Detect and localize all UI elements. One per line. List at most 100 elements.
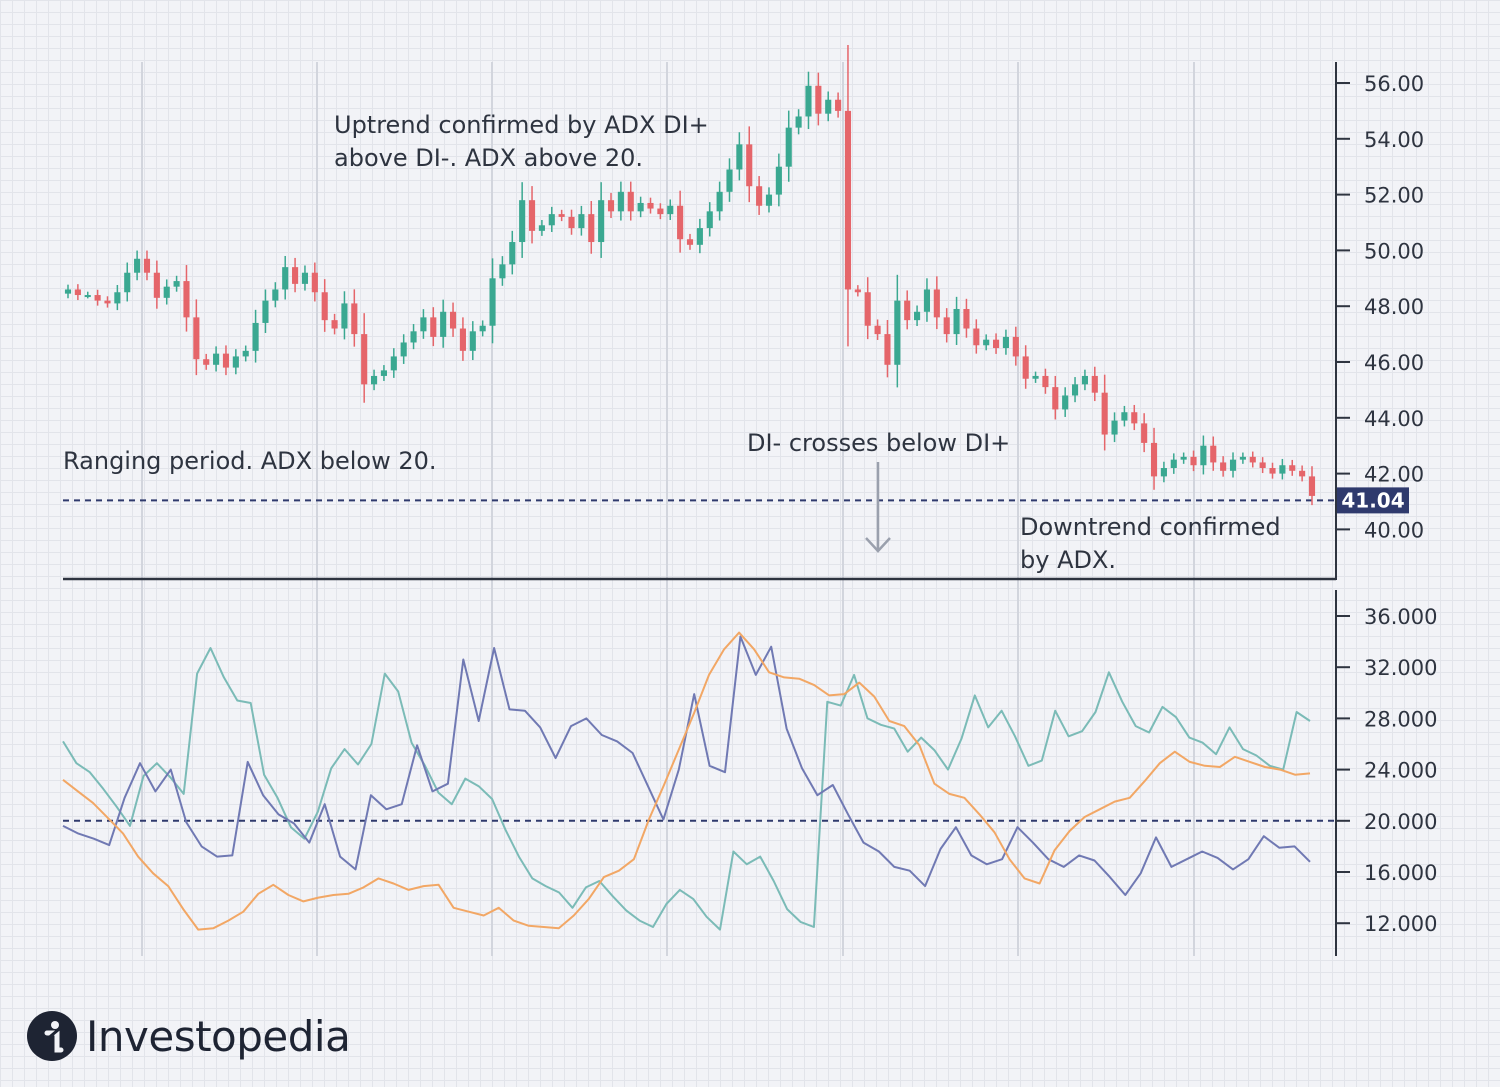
candlestick bbox=[795, 109, 802, 135]
candlestick bbox=[341, 291, 348, 340]
candlestick bbox=[1249, 451, 1256, 468]
candlestick bbox=[874, 319, 881, 340]
candlestick bbox=[686, 233, 694, 250]
current-price-badge: 41.04 bbox=[1337, 487, 1409, 514]
candlestick bbox=[538, 219, 545, 236]
candlestick bbox=[1071, 377, 1079, 403]
investopedia-logo[interactable]: Investopedia bbox=[26, 1010, 351, 1062]
candlestick bbox=[1229, 452, 1237, 478]
candlestick bbox=[153, 260, 160, 309]
candlestick bbox=[420, 309, 427, 339]
candlestick bbox=[331, 313, 338, 335]
candlestick bbox=[430, 307, 437, 347]
candlestick bbox=[124, 262, 131, 302]
price-tick-label: 48.00 bbox=[1364, 295, 1424, 319]
price-tick-label: 40.00 bbox=[1364, 518, 1424, 542]
candlestick bbox=[1308, 466, 1316, 506]
candlestick bbox=[163, 279, 170, 305]
candlestick bbox=[904, 290, 911, 330]
downtrend-annotation-line1: Downtrend confirmed bbox=[1020, 513, 1281, 541]
candlestick bbox=[262, 289, 269, 333]
candlestick bbox=[440, 299, 447, 348]
candlestick bbox=[1141, 413, 1148, 453]
candlestick bbox=[588, 201, 595, 254]
candlestick bbox=[351, 289, 358, 347]
candlestick bbox=[173, 275, 180, 292]
indicator-series-line bbox=[62, 631, 1311, 931]
candlestick bbox=[1220, 456, 1227, 477]
candlestick bbox=[1002, 329, 1009, 355]
candlestick bbox=[617, 181, 624, 221]
price-tick-label: 44.00 bbox=[1364, 407, 1424, 431]
candlestick bbox=[1269, 462, 1276, 479]
candlestick-series bbox=[64, 45, 1316, 506]
candlestick bbox=[1180, 452, 1187, 464]
candlestick bbox=[321, 279, 328, 332]
candlestick bbox=[1101, 374, 1108, 451]
candlestick bbox=[756, 176, 763, 215]
candlestick bbox=[894, 274, 901, 388]
indicator-tick-label: 28.000 bbox=[1364, 707, 1437, 731]
candlestick bbox=[844, 45, 852, 347]
candlestick bbox=[499, 256, 506, 286]
indicator-tick-label: 32.000 bbox=[1364, 656, 1437, 680]
candlestick bbox=[864, 277, 871, 340]
candlestick bbox=[489, 258, 496, 344]
candlestick bbox=[390, 348, 397, 378]
candlestick bbox=[568, 209, 575, 235]
candlestick bbox=[272, 282, 279, 308]
candlestick bbox=[706, 202, 713, 237]
current-price-label: 41.04 bbox=[1341, 488, 1404, 512]
candlestick bbox=[558, 209, 565, 222]
candlestick bbox=[292, 257, 299, 293]
indicator-tick-label: 20.000 bbox=[1364, 810, 1437, 834]
price-axis-ticks: 56.00 54.00 52.00 50.00 48.00 46.00 44.00 42.00… bbox=[1336, 72, 1424, 542]
candlestick bbox=[64, 284, 72, 299]
candlestick bbox=[213, 346, 220, 372]
investopedia-logo-icon bbox=[27, 1011, 77, 1061]
candlestick bbox=[1279, 458, 1286, 480]
candlestick bbox=[963, 298, 970, 338]
candlestick bbox=[143, 250, 151, 281]
candlestick bbox=[548, 206, 555, 232]
indicator-tick-label: 36.000 bbox=[1364, 605, 1437, 629]
price-tick-label: 46.00 bbox=[1364, 351, 1424, 375]
candlestick bbox=[301, 265, 309, 291]
candlestick bbox=[1042, 368, 1049, 394]
candlestick bbox=[449, 302, 457, 337]
price-tick-label: 50.00 bbox=[1364, 239, 1424, 263]
candlestick bbox=[667, 199, 674, 220]
candlestick bbox=[973, 319, 980, 354]
indicator-tick-label: 24.000 bbox=[1364, 759, 1437, 783]
candlestick bbox=[983, 334, 990, 351]
candlestick bbox=[696, 218, 703, 254]
candlestick bbox=[183, 265, 190, 332]
candlestick bbox=[282, 255, 289, 300]
candlestick bbox=[607, 192, 615, 219]
candlestick bbox=[815, 72, 822, 126]
candlestick bbox=[736, 132, 743, 181]
candlestick bbox=[1239, 452, 1246, 464]
candlestick bbox=[1259, 457, 1266, 474]
candlestick bbox=[726, 158, 733, 202]
candlestick bbox=[647, 197, 654, 214]
candlestick bbox=[232, 349, 239, 375]
candlestick bbox=[74, 284, 81, 301]
candlestick bbox=[222, 345, 230, 376]
candlestick bbox=[242, 345, 249, 362]
down-arrow-icon bbox=[865, 462, 891, 553]
candlestick bbox=[1200, 435, 1207, 475]
candlestick bbox=[1150, 427, 1158, 490]
logo-wordmark: Investopedia bbox=[86, 1011, 351, 1061]
indicator-tick-label: 12.000 bbox=[1364, 912, 1437, 936]
candlestick bbox=[993, 333, 1000, 354]
candlestick bbox=[637, 196, 644, 218]
candlestick bbox=[252, 309, 259, 363]
candlestick bbox=[94, 289, 101, 306]
vertical-gridlines bbox=[141, 62, 1195, 956]
indicator-lines bbox=[62, 631, 1311, 931]
candlestick bbox=[459, 317, 466, 361]
candlestick bbox=[380, 365, 387, 381]
candlestick bbox=[469, 321, 476, 361]
candlestick bbox=[657, 203, 664, 220]
